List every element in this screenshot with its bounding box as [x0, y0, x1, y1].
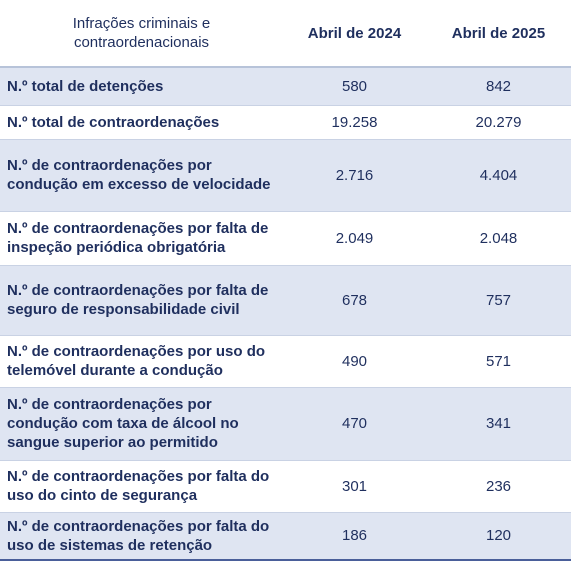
table-row: N.º de contraordenações por falta do uso… — [0, 511, 571, 561]
value-2024: 470 — [283, 386, 426, 460]
value-2025: 120 — [426, 511, 571, 561]
table-row: N.º de contraordenações por falta de ins… — [0, 210, 571, 265]
value-2024: 186 — [283, 511, 426, 561]
value-2025: 2.048 — [426, 210, 571, 265]
header-infractions: Infrações criminais e contraordenacionai… — [0, 0, 283, 68]
row-label: N.º total de detenções — [0, 66, 283, 105]
table-row: N.º de contraordenações por condução em … — [0, 138, 571, 211]
row-label: N.º de contraordenações por falta do uso… — [0, 511, 283, 561]
table-row: N.º total de detenções 580 842 — [0, 66, 571, 105]
row-label: N.º de contraordenações por falta do uso… — [0, 459, 283, 512]
row-label: N.º de contraordenações por condução em … — [0, 138, 283, 211]
table-row: N.º de contraordenações por falta de seg… — [0, 264, 571, 335]
row-label: N.º de contraordenações por falta de ins… — [0, 210, 283, 265]
table-row: N.º de contraordenações por falta do uso… — [0, 459, 571, 512]
header-april-2024: Abril de 2024 — [283, 0, 426, 68]
value-2024: 678 — [283, 264, 426, 335]
value-2024: 580 — [283, 66, 426, 105]
table-row: N.º de contraordenações por condução com… — [0, 386, 571, 460]
value-2024: 301 — [283, 459, 426, 512]
value-2025: 757 — [426, 264, 571, 335]
value-2025: 4.404 — [426, 138, 571, 211]
value-2025: 571 — [426, 334, 571, 387]
value-2024: 2.049 — [283, 210, 426, 265]
value-2024: 490 — [283, 334, 426, 387]
row-label: N.º de contraordenações por falta de seg… — [0, 264, 283, 335]
value-2025: 842 — [426, 66, 571, 105]
row-label: N.º total de contraordenações — [0, 104, 283, 139]
value-2025: 341 — [426, 386, 571, 460]
table-row: N.º total de contraordenações 19.258 20.… — [0, 104, 571, 139]
value-2025: 20.279 — [426, 104, 571, 139]
value-2024: 19.258 — [283, 104, 426, 139]
value-2024: 2.716 — [283, 138, 426, 211]
header-april-2025: Abril de 2025 — [426, 0, 571, 68]
table-header-row: Infrações criminais e contraordenacionai… — [0, 0, 571, 68]
value-2025: 236 — [426, 459, 571, 512]
row-label: N.º de contraordenações por condução com… — [0, 386, 283, 460]
row-label: N.º de contraordenações por uso do telem… — [0, 334, 283, 387]
table-row: N.º de contraordenações por uso do telem… — [0, 334, 571, 387]
